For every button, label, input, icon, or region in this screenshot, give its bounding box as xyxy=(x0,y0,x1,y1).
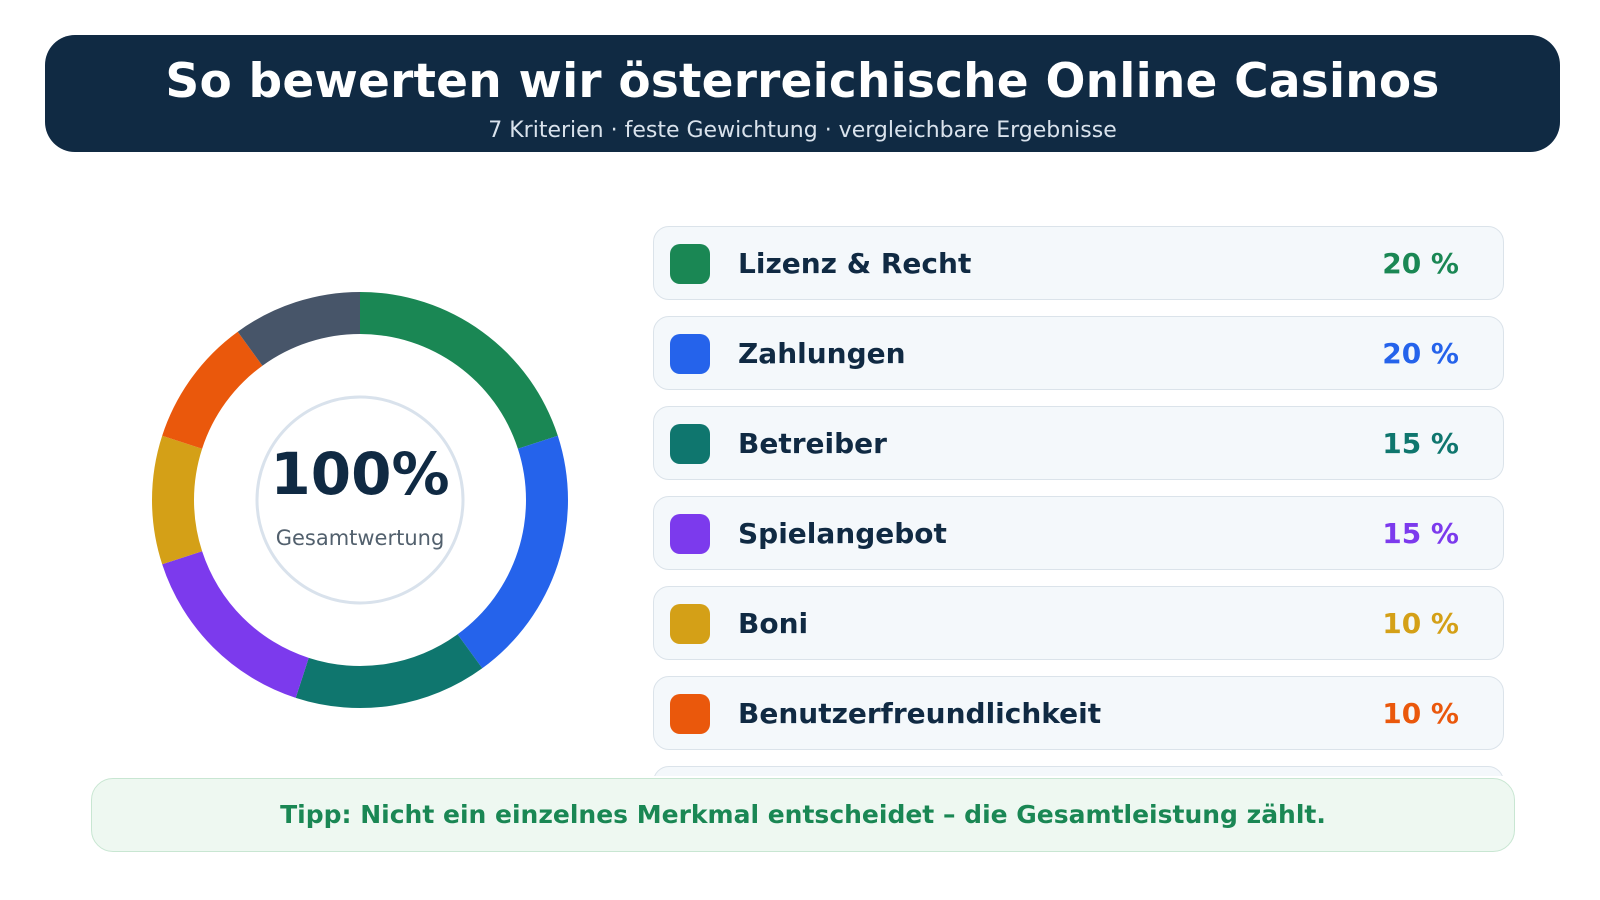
donut-center-ring xyxy=(255,395,465,605)
donut-caption: Gesamtwertung xyxy=(275,526,445,550)
legend-value: 15 % xyxy=(1382,427,1459,460)
legend-row: Boni 10 % xyxy=(653,586,1504,660)
header-banner: So bewerten wir österreichische Online C… xyxy=(45,35,1560,152)
legend-swatch xyxy=(670,424,710,464)
donut-slice-6 xyxy=(162,331,263,449)
tip-box: Tipp: Nicht ein einzelnes Merkmal entsch… xyxy=(91,778,1515,852)
criteria-list: Lizenz & Recht 20 % Zahlungen 20 % Betreiber… xyxy=(653,226,1506,776)
donut-slice-3 xyxy=(295,634,483,708)
legend-row: Betreiber 15 % xyxy=(653,406,1504,480)
page-subtitle: 7 Kriterien · feste Gewichtung · verglei… xyxy=(488,118,1117,143)
legend-value: 20 % xyxy=(1382,337,1459,370)
legend-value: 10 % xyxy=(1382,697,1459,730)
legend-label: Zahlungen xyxy=(738,337,906,370)
legend-label: Betreiber xyxy=(738,427,887,460)
legend-swatch xyxy=(670,694,710,734)
donut-total-label: 100% xyxy=(270,440,450,508)
legend-row: Lizenz & Recht 20 % xyxy=(653,226,1504,300)
legend-swatch xyxy=(670,244,710,284)
legend-label: Benutzerfreundlichkeit xyxy=(738,697,1102,730)
legend-value: 10 % xyxy=(1382,607,1459,640)
legend-row: Zahlungen 20 % xyxy=(653,316,1504,390)
legend-row xyxy=(653,766,1504,776)
donut-slice-5 xyxy=(152,435,203,565)
legend-value: 15 % xyxy=(1382,517,1459,550)
donut-slice-2 xyxy=(457,435,568,669)
donut-svg xyxy=(152,292,568,708)
legend-swatch xyxy=(670,514,710,554)
legend-label: Boni xyxy=(738,607,809,640)
donut-slice-4 xyxy=(162,551,309,698)
legend-value: 20 % xyxy=(1382,247,1459,280)
donut-chart: 100% Gesamtwertung xyxy=(140,280,580,720)
legend-label: Spielangebot xyxy=(738,517,947,550)
tip-text: Tipp: Nicht ein einzelnes Merkmal entsch… xyxy=(280,800,1326,829)
legend-swatch xyxy=(670,604,710,644)
page-title: So bewerten wir österreichische Online C… xyxy=(165,54,1440,109)
donut-slice-7 xyxy=(237,292,360,366)
donut-slice-1 xyxy=(360,292,558,449)
legend-label: Lizenz & Recht xyxy=(738,247,972,280)
legend-swatch xyxy=(670,334,710,374)
legend-row: Benutzerfreundlichkeit 10 % xyxy=(653,676,1504,750)
legend-row: Spielangebot 15 % xyxy=(653,496,1504,570)
